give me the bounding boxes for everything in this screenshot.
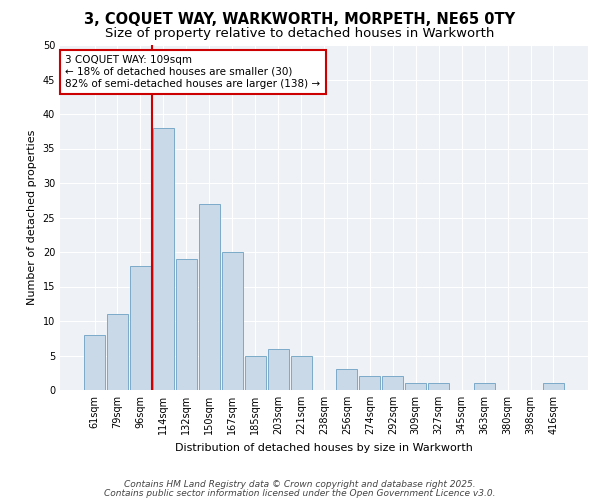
Bar: [543, 383, 564, 390]
Y-axis label: Number of detached properties: Number of detached properties: [27, 130, 37, 305]
Bar: [428, 383, 449, 390]
Bar: [268, 348, 289, 390]
Text: Contains HM Land Registry data © Crown copyright and database right 2025.: Contains HM Land Registry data © Crown c…: [124, 480, 476, 489]
Bar: [130, 266, 151, 390]
Bar: [153, 128, 174, 390]
Bar: [290, 356, 311, 390]
Bar: [382, 376, 403, 390]
Bar: [84, 335, 105, 390]
Bar: [474, 383, 495, 390]
Text: Size of property relative to detached houses in Warkworth: Size of property relative to detached ho…: [106, 28, 494, 40]
Bar: [405, 383, 427, 390]
Bar: [107, 314, 128, 390]
Bar: [176, 259, 197, 390]
Bar: [199, 204, 220, 390]
Bar: [359, 376, 380, 390]
Text: 3 COQUET WAY: 109sqm
← 18% of detached houses are smaller (30)
82% of semi-detac: 3 COQUET WAY: 109sqm ← 18% of detached h…: [65, 56, 320, 88]
Bar: [337, 370, 358, 390]
Bar: [245, 356, 266, 390]
X-axis label: Distribution of detached houses by size in Warkworth: Distribution of detached houses by size …: [175, 442, 473, 452]
Text: Contains public sector information licensed under the Open Government Licence v3: Contains public sector information licen…: [104, 489, 496, 498]
Bar: [221, 252, 243, 390]
Text: 3, COQUET WAY, WARKWORTH, MORPETH, NE65 0TY: 3, COQUET WAY, WARKWORTH, MORPETH, NE65 …: [85, 12, 515, 28]
